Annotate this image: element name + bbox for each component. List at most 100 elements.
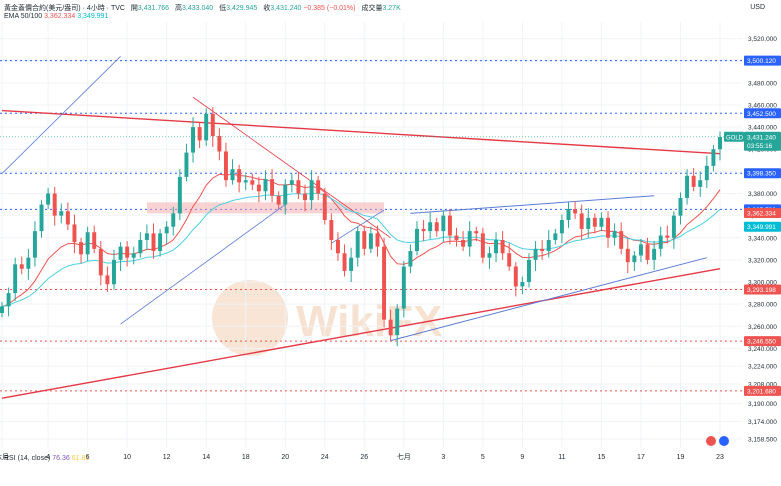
candle-body — [289, 180, 294, 185]
ema-lines — [1, 173, 721, 307]
candle-body — [79, 242, 84, 255]
time-axis[interactable]: 六月 4 6 10 12 14 18 20 24 26 七月 3 5 9 11 15 17 19 23 — [0, 452, 724, 461]
candles — [0, 107, 722, 347]
price-tick-label: 3,190.000 — [748, 401, 777, 408]
descending-trendline — [1, 109, 721, 155]
price-level-tag-bg — [744, 336, 781, 347]
time-tick-label: 12 — [163, 454, 171, 461]
time-tick-label: 3 — [441, 454, 445, 461]
price-level-tag: 3,246.550 — [747, 339, 776, 346]
candle-body — [428, 222, 433, 232]
candle-body — [0, 306, 4, 314]
settings-icon — [719, 436, 729, 446]
ema-tag-bg — [744, 208, 781, 219]
price-levels — [0, 60, 742, 392]
candle-body — [645, 244, 650, 260]
time-tick-label: 14 — [202, 454, 210, 461]
price-tick-label: 3,208.000 — [748, 381, 777, 388]
candle-body — [237, 169, 242, 183]
candle-body — [164, 226, 169, 234]
candle-body — [191, 127, 196, 153]
candle-body — [579, 213, 584, 229]
candle-body — [566, 208, 571, 221]
price-tick-label: 3,260.000 — [748, 324, 777, 331]
candle-body — [513, 266, 518, 287]
candle-body — [599, 217, 604, 227]
symbol-tag-bg — [724, 131, 744, 142]
candle-body — [270, 179, 275, 196]
ema-legend[interactable]: EMA 50/100 3,362.334 3,349.991 — [4, 13, 108, 20]
candle-body — [520, 282, 525, 287]
candle-body — [276, 195, 281, 205]
time-tick-label: 20 — [281, 454, 289, 461]
price-level-tag-bg — [744, 284, 781, 295]
symbol-tag: GOLD — [726, 135, 744, 141]
candle-body — [131, 253, 136, 258]
candle-body — [401, 266, 406, 309]
candle-body — [283, 184, 288, 205]
candle-body — [526, 259, 531, 283]
watermark-text: WikiFX — [296, 297, 442, 346]
channel-resistance-line — [410, 195, 655, 214]
price-level-tag: 3,500.120 — [747, 58, 776, 65]
rsi-legend[interactable]: RSI (14, close) 76.36 61.81 — [4, 455, 89, 462]
time-tick-label: 18 — [242, 454, 250, 461]
candle-body — [98, 248, 103, 276]
candle-body — [553, 233, 558, 240]
symbol-title: 黃金蓋價合約(美元/盎司) · 4小時 · TVC — [4, 5, 125, 12]
candle-body — [638, 244, 643, 256]
price-tick-label: 3,280.000 — [748, 302, 777, 309]
time-tick-label: 24 — [321, 454, 329, 461]
time-tick-label: 26 — [360, 454, 368, 461]
resistance-zone — [146, 202, 385, 214]
candle-body — [441, 215, 446, 232]
candle-body — [395, 308, 400, 336]
candle-body — [105, 275, 110, 285]
time-tick-label: 23 — [716, 454, 724, 461]
candle-body — [335, 239, 340, 254]
price-tick-label: 3,158.500 — [748, 437, 777, 444]
price-level-tag-bg — [744, 168, 781, 179]
volume-value: 3.27K — [382, 5, 401, 12]
candle-body — [415, 228, 419, 252]
candle-body — [447, 215, 452, 236]
open-label: 開 — [130, 5, 138, 12]
candle-body — [217, 135, 222, 152]
candle-body — [632, 255, 637, 263]
time-tick-label: 5 — [481, 454, 485, 461]
price-tick-label: 3,300.000 — [748, 280, 777, 287]
candle-body — [210, 113, 215, 136]
candle-body — [309, 180, 314, 201]
candle-body — [546, 239, 551, 252]
low-label: 低 — [219, 5, 227, 12]
candle-body — [474, 231, 479, 234]
candle-body — [685, 175, 690, 198]
candle-body — [26, 257, 31, 269]
candle-body — [223, 151, 228, 181]
candle-body — [256, 184, 261, 192]
candle-body — [533, 248, 538, 260]
falling-trendline — [192, 96, 391, 239]
candle-body — [619, 231, 624, 249]
low-value: 3,429.945 — [226, 5, 258, 12]
candle-body — [296, 180, 301, 194]
rsi-value: 76.36 — [52, 455, 70, 462]
time-tick-label: 4 — [46, 454, 50, 461]
candle-body — [349, 257, 354, 271]
open-value: 3,431.766 — [137, 5, 170, 12]
candle-body — [263, 179, 268, 192]
candle-body — [612, 231, 617, 238]
candle-body — [85, 232, 90, 255]
price-axis[interactable]: 3,520.0003,500.0003,480.0003,460.0003,44… — [748, 36, 777, 444]
price-tick-label: 3,320.000 — [748, 257, 777, 264]
candle-body — [368, 233, 373, 249]
candle-body — [138, 239, 143, 254]
candle-body — [461, 239, 466, 247]
change-value: −0.385 (−0.01%) — [303, 5, 356, 12]
candle-body — [388, 319, 393, 336]
price-tick-label: 3,380.000 — [748, 191, 777, 198]
price-level-tag-bg — [744, 55, 781, 66]
candle-body — [500, 239, 505, 254]
current-price-tag-bg — [744, 131, 781, 151]
